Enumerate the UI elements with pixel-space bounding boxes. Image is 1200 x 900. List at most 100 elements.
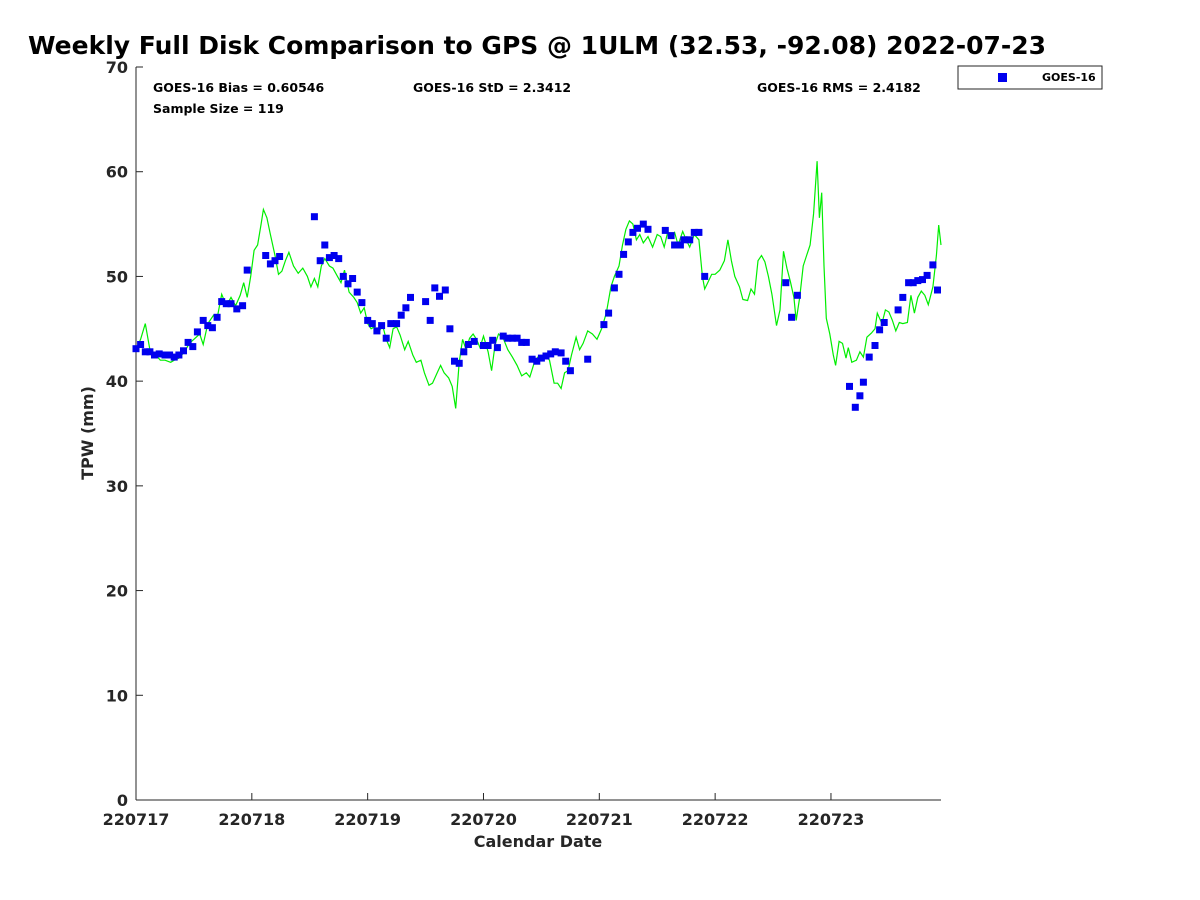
goes16-point <box>557 349 565 357</box>
goes16-point <box>204 322 212 330</box>
goes16-point <box>141 348 149 356</box>
goes16-point <box>934 286 941 294</box>
goes16-point <box>161 351 169 359</box>
goes16-point <box>227 300 235 308</box>
goes16-point <box>446 325 454 333</box>
goes16-point <box>690 228 698 236</box>
goes16-point <box>624 238 632 246</box>
goes16-point <box>339 272 347 280</box>
goes16-point <box>513 334 521 342</box>
goes16-point <box>184 338 192 346</box>
goes16-point <box>239 302 247 310</box>
goes16-point <box>382 334 390 342</box>
goes16-point <box>493 344 501 352</box>
goes16-point <box>266 260 274 268</box>
chart-title: Weekly Full Disk Comparison to GPS @ 1UL… <box>28 31 1046 60</box>
goes16-point <box>871 342 879 349</box>
goes16-point <box>276 253 284 260</box>
goes16-point <box>373 327 381 335</box>
goes16-point <box>644 225 652 233</box>
goes16-point <box>499 332 507 340</box>
x-tick-label: 220722 <box>682 810 749 829</box>
legend-box <box>957 65 1103 90</box>
goes16-point <box>522 338 530 346</box>
goes16-point <box>368 320 376 328</box>
goes16-point <box>407 293 414 301</box>
goes16-point <box>566 367 574 375</box>
goes16-point <box>316 257 324 265</box>
goes16-point <box>480 342 487 349</box>
y-tick-label: 70 <box>106 58 128 77</box>
goes16-point <box>846 382 853 390</box>
legend-marker-square <box>998 73 1007 82</box>
x-tick-label: 220720 <box>450 810 517 829</box>
y-axis-label: TPW (mm) <box>78 386 97 480</box>
goes16-point <box>782 279 790 287</box>
goes16-point <box>508 334 516 342</box>
goes16-point <box>701 272 709 280</box>
goes16-point <box>610 284 618 292</box>
goes16-point <box>914 277 922 285</box>
gps-series-line <box>135 161 942 409</box>
goes16-point <box>909 279 917 287</box>
goes16-point <box>899 293 907 301</box>
legend-entry-goes16: GOES-16 <box>1042 71 1096 84</box>
goes16-point-layer <box>132 213 941 411</box>
goes16-point <box>605 309 613 317</box>
goes16-point <box>620 250 628 258</box>
goes16-point <box>189 343 197 351</box>
goes16-point <box>629 228 637 236</box>
goes16-point <box>865 353 873 361</box>
goes16-point <box>132 345 140 353</box>
stat-bias: GOES-16 Bias = 0.60546 <box>153 80 324 95</box>
goes16-point <box>353 288 361 296</box>
goes16-point <box>686 236 694 244</box>
goes16-point <box>233 305 241 313</box>
goes16-point <box>436 292 443 300</box>
goes16-point <box>518 338 526 346</box>
y-tick-label: 0 <box>117 791 128 810</box>
y-tick-label: 30 <box>106 477 128 496</box>
goes16-point <box>542 352 550 360</box>
x-tick-label: 220718 <box>218 810 285 829</box>
goes16-point <box>489 336 497 344</box>
goes16-point <box>137 341 145 348</box>
goes16-point <box>393 320 401 328</box>
goes16-point <box>851 403 859 411</box>
goes16-point <box>639 220 647 228</box>
goes16-point <box>464 341 472 348</box>
goes16-point <box>661 226 669 234</box>
goes16-point <box>880 319 888 326</box>
goes16-point <box>537 354 545 362</box>
gps-line-layer <box>135 161 942 409</box>
goes16-point <box>504 334 512 342</box>
plot-area: 0 10 20 30 40 50 60 70 220717 220718 220719 220720… <box>103 58 942 829</box>
x-tick-label: 220723 <box>798 810 865 829</box>
stat-sample-size: Sample Size = 119 <box>153 101 284 116</box>
goes16-point <box>451 357 458 365</box>
goes16-point <box>680 236 688 244</box>
goes16-point <box>894 306 902 314</box>
y-tick-label: 50 <box>106 267 128 286</box>
goes16-point <box>600 321 608 329</box>
goes16-point <box>213 313 221 321</box>
y-tick-label: 60 <box>106 163 128 182</box>
goes16-point <box>335 255 343 263</box>
goes16-point <box>262 252 270 259</box>
goes16-point <box>208 324 216 332</box>
goes16-point <box>218 298 226 306</box>
goes16-point <box>422 298 430 306</box>
goes16-point <box>426 316 434 324</box>
y-tick-label: 20 <box>106 582 128 601</box>
goes16-point <box>243 266 251 274</box>
goes16-point <box>325 254 333 262</box>
goes16-point <box>455 359 463 367</box>
goes16-point <box>441 286 449 294</box>
goes16-point <box>193 328 201 336</box>
goes16-point <box>402 304 410 312</box>
y-ticks: 0 10 20 30 40 50 60 70 <box>106 58 143 810</box>
goes16-point <box>310 213 318 221</box>
goes16-point <box>151 351 158 359</box>
goes16-point <box>180 347 187 355</box>
